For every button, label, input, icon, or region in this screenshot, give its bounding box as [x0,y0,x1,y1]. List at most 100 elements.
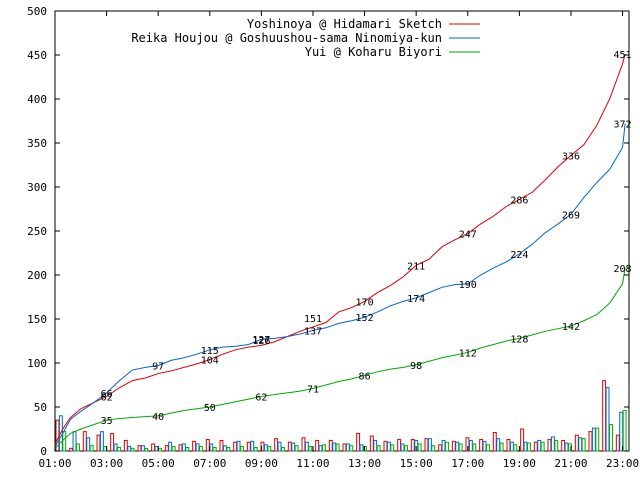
bar-2 [113,443,118,452]
bar-2 [236,440,241,452]
bar-1 [287,441,292,452]
point-label: 170 [356,297,374,308]
bar-2 [181,443,186,452]
x-tick-label: 17:00 [451,457,484,470]
bar-3 [185,446,190,452]
y-tick-label: 450 [27,49,47,62]
point-label: 128 [510,334,528,345]
bar-1 [205,439,210,452]
bar-2 [537,439,542,452]
bar-3 [76,443,80,452]
bar-2 [304,441,309,452]
bar-3 [212,446,217,452]
legend-label: Reika Houjou @ Goshuushou-sama Ninomiya-… [131,31,442,45]
bar-2 [468,439,473,452]
point-label: 112 [459,348,477,359]
bar-1 [397,439,402,452]
x-tick-label: 07:00 [193,457,226,470]
series-line-3 [54,267,626,449]
y-axis: 0 50 100 150 200 250 300 350 400 450 500 [27,5,629,458]
bar-2 [345,443,350,452]
point-label: 152 [356,313,374,324]
bar-3 [390,444,395,452]
bar-2 [127,446,132,452]
x-tick-label: 09:00 [245,457,278,470]
x-tick-label: 11:00 [296,457,329,470]
bar-3 [349,445,354,452]
point-label: 127 [252,335,270,346]
x-axis: 01:00 03:00 05:00 07:00 09:00 11:00 13:00 15:00… [38,11,639,470]
bar-2 [250,440,255,452]
bar-2 [222,445,227,452]
bar-3 [308,446,313,452]
bar-3 [472,443,477,452]
bar-1 [315,439,320,452]
point-label: 62 [255,392,267,403]
bar-1 [233,441,238,452]
bar-3 [158,447,162,452]
bar-1 [82,431,87,452]
x-tick-label: 03:00 [90,457,123,470]
x-tick-label: 23:00 [606,457,639,470]
bar-2 [99,431,104,452]
series-line-2 [54,123,626,447]
y-tick-label: 200 [27,269,47,282]
bar-1 [356,432,361,452]
bar-3 [335,443,340,452]
bar-1 [96,434,101,452]
bar-1 [301,437,306,452]
bar-3 [267,446,272,452]
point-label: 97 [152,362,164,373]
bar-2 [523,441,528,452]
bar-3 [226,446,231,452]
bar-2 [496,438,501,452]
bar-3 [240,446,244,452]
y-tick-label: 400 [27,93,47,106]
y-tick-label: 500 [27,5,47,18]
bar-2 [277,441,282,452]
bar-3 [458,443,463,452]
point-label: 86 [359,371,371,382]
bar-1 [151,443,156,452]
bar-3 [622,410,627,452]
bar-3 [253,446,258,452]
bar-1 [219,439,224,452]
bar-2 [359,444,364,452]
bar-1 [520,428,525,452]
x-tick-label: 01:00 [38,457,71,470]
y-tick-label: 100 [27,357,47,370]
bar-2 [564,442,569,452]
bar-3 [417,443,422,452]
bar-1 [178,444,183,452]
bar-2 [455,441,460,452]
bar-2 [578,437,583,452]
bar-3 [527,442,531,452]
bar-2 [318,445,323,452]
bar-1 [69,447,74,452]
bar-1 [410,439,415,452]
x-tick-label: 21:00 [554,457,587,470]
point-label: 104 [201,355,219,366]
bar-1 [533,441,538,452]
point-label: 98 [410,361,422,372]
bar-2 [400,443,405,452]
point-label: 224 [510,250,528,261]
bar-2 [373,439,378,452]
bar-2 [591,427,596,452]
bar-3 [445,441,449,452]
point-label: 372 [614,120,632,131]
legend-label: Yoshinoya @ Hidamari Sketch [247,17,442,31]
bar-1 [274,438,279,452]
bar-3 [609,424,613,452]
point-label: 50 [204,403,216,414]
bar-1 [451,440,456,452]
x-tick-label: 19:00 [503,457,536,470]
y-tick-label: 300 [27,181,47,194]
bar-2 [195,443,200,452]
bar-2 [605,387,610,452]
bar-3 [581,438,586,452]
point-label: 71 [307,385,319,396]
bar-1 [192,440,197,452]
bar-1 [137,445,142,452]
